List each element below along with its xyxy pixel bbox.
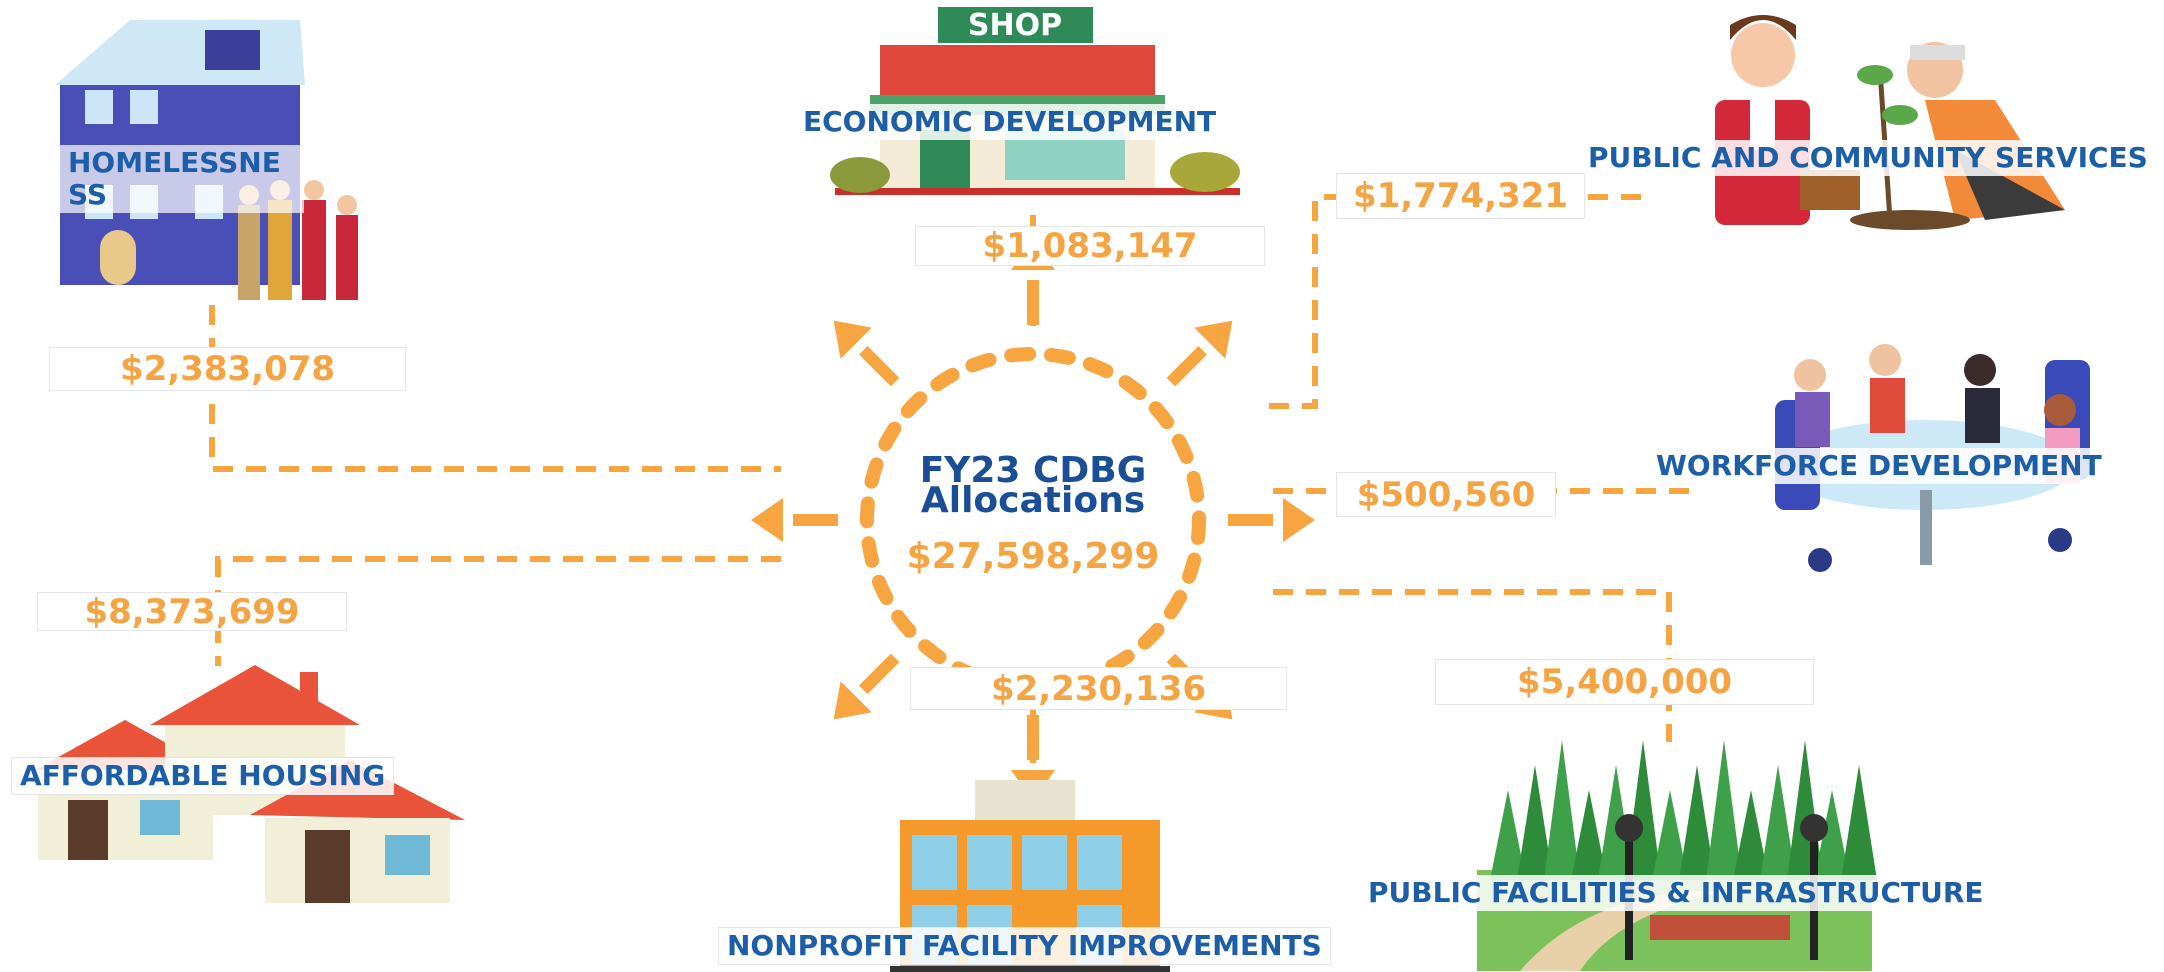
arrow-head: [833, 320, 872, 359]
category-amount: $8,373,699: [37, 592, 347, 632]
category-label: NONPROFIT FACILITY IMPROVEMENTS: [718, 927, 1331, 965]
facilities-icon: [1477, 740, 1877, 971]
category-amount: $5,400,000: [1435, 659, 1814, 705]
arrow-shaft: [1228, 514, 1273, 526]
connector: [1269, 194, 1641, 409]
arrow: [1228, 498, 1315, 542]
tree: [1490, 790, 1526, 880]
affordable-housing-icon: [35, 665, 465, 903]
arrow-shaft: [1027, 280, 1039, 325]
category-amount: $1,774,321: [1336, 173, 1585, 219]
tree: [1814, 790, 1850, 880]
center-title: FY23 CDBG: [919, 450, 1147, 491]
category-label: ECONOMIC DEVELOPMENT: [795, 104, 1225, 140]
shop-icon: SHOP: [830, 7, 1240, 195]
tree: [1544, 740, 1580, 880]
arrow-head: [751, 498, 783, 542]
arrow-head: [1283, 498, 1315, 542]
tree: [1652, 790, 1688, 880]
arrow-shaft: [793, 514, 838, 526]
tree: [1679, 765, 1715, 880]
arrow-shaft: [859, 653, 900, 694]
category-label: AFFORDABLE HOUSING: [11, 757, 395, 795]
arrow: [833, 653, 900, 720]
category-amount: $2,383,078: [49, 347, 406, 391]
arrow-shaft: [1027, 715, 1039, 760]
tree: [1625, 740, 1661, 880]
connector: [209, 305, 781, 472]
workforce-icon: [1775, 344, 2090, 572]
category-label: HOMELESSNESS: [60, 145, 304, 213]
arrow-shaft: [1166, 346, 1207, 387]
category-amount: $2,230,136: [910, 667, 1287, 710]
arrow: [751, 498, 838, 542]
arrow: [833, 320, 900, 387]
category-label: WORKFORCE DEVELOPMENT: [1648, 448, 2110, 484]
tree: [1733, 790, 1769, 880]
category-label: PUBLIC FACILITIES & INFRASTRUCTURE: [1360, 875, 1992, 911]
arrow-shaft: [859, 346, 900, 387]
arrow-head: [1194, 320, 1233, 359]
tree: [1571, 790, 1607, 880]
community-services-icon: [1715, 15, 2065, 230]
arrow-head: [833, 681, 872, 720]
arrow: [1166, 320, 1233, 387]
category-label: PUBLIC AND COMMUNITY SERVICES: [1580, 140, 2156, 176]
category-amount: $1,083,147: [915, 226, 1265, 266]
center-title: Allocations: [920, 480, 1146, 521]
tree: [1706, 740, 1742, 880]
center-total: $27,598,299: [906, 536, 1160, 577]
tree: [1760, 765, 1796, 880]
tree: [1841, 765, 1877, 880]
category-amount: $500,560: [1336, 472, 1556, 517]
tree: [1517, 765, 1553, 880]
shop-sign: SHOP: [968, 8, 1062, 43]
